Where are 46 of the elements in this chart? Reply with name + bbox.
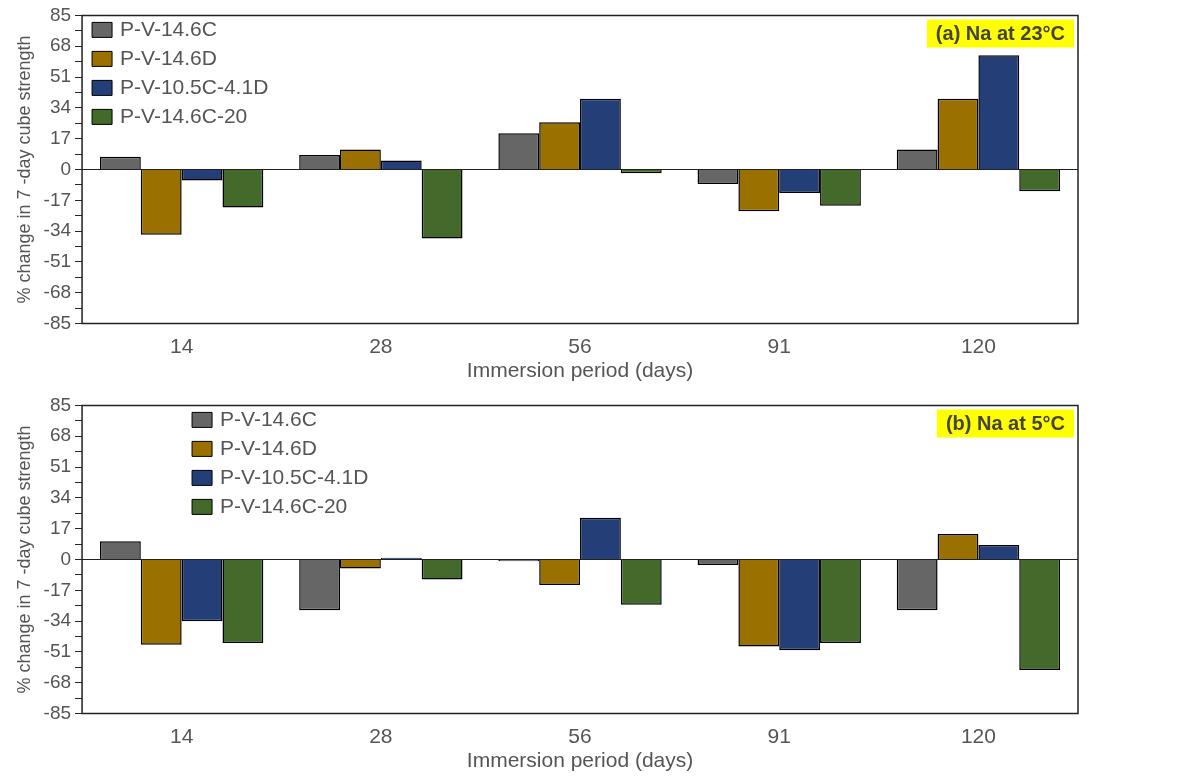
x-tick-label: 56 (568, 724, 592, 747)
x-tick-label: 14 (169, 334, 194, 357)
y-tick-label: -34 (43, 609, 72, 631)
y-tick-label: 17 (49, 126, 72, 148)
legend-label: P-V-14.6C (120, 17, 217, 41)
y-tick-label: 0 (60, 157, 72, 179)
y-tick-label: -51 (43, 250, 72, 272)
y-tick-label: -85 (43, 311, 72, 333)
y-tick-label: 0 (60, 547, 72, 569)
legend-label: P-V-14.6D (220, 436, 317, 460)
y-tick-label: 51 (49, 65, 72, 87)
x-tick-label: 28 (369, 334, 393, 357)
annotation: (a) Na at 23°C (935, 21, 1066, 44)
y-tick-label: -85 (43, 701, 72, 723)
x-tick-label: 28 (369, 724, 393, 747)
y-tick-label: 34 (49, 96, 72, 118)
y-tick-label: 85 (49, 393, 72, 415)
y-tick-label: 68 (49, 424, 72, 446)
x-tick-label: 56 (568, 334, 592, 357)
y-tick-label: 51 (49, 455, 72, 477)
legend-label: P-V-14.6D (120, 46, 217, 70)
legend-label: P-V-14.6C (220, 407, 317, 431)
y-tick-label: 85 (49, 3, 72, 25)
y-axis-title: % change in 7 -day cube strength (13, 425, 34, 694)
legend-label: P-V-10.5C-4.1D (220, 465, 369, 489)
y-tick-label: -17 (43, 188, 72, 210)
legend-label: P-V-14.6C-20 (120, 104, 248, 128)
x-tick-label: 120 (960, 334, 996, 357)
x-axis-title: Immersion period (days) (466, 358, 694, 382)
y-tick-label: -17 (43, 578, 72, 600)
x-tick-label: 91 (767, 724, 791, 747)
y-tick-label: 17 (49, 516, 72, 538)
x-tick-label: 14 (169, 724, 194, 747)
y-tick-label: -68 (43, 281, 72, 303)
legend-label: P-V-10.5C-4.1D (120, 75, 269, 99)
y-tick-label: -34 (43, 219, 72, 241)
y-tick-label: -68 (43, 671, 72, 693)
y-tick-label: 34 (49, 486, 72, 508)
y-axis-title: % change in 7 -day cube strength (13, 35, 34, 304)
x-tick-label: 91 (767, 334, 791, 357)
y-tick-label: -51 (43, 640, 72, 662)
legend-label: P-V-14.6C-20 (220, 494, 348, 518)
y-tick-label: 68 (49, 34, 72, 56)
x-axis-title: Immersion period (days) (466, 748, 694, 772)
x-tick-label: 120 (960, 724, 996, 747)
annotation: (b) Na at 5°C (945, 411, 1065, 434)
